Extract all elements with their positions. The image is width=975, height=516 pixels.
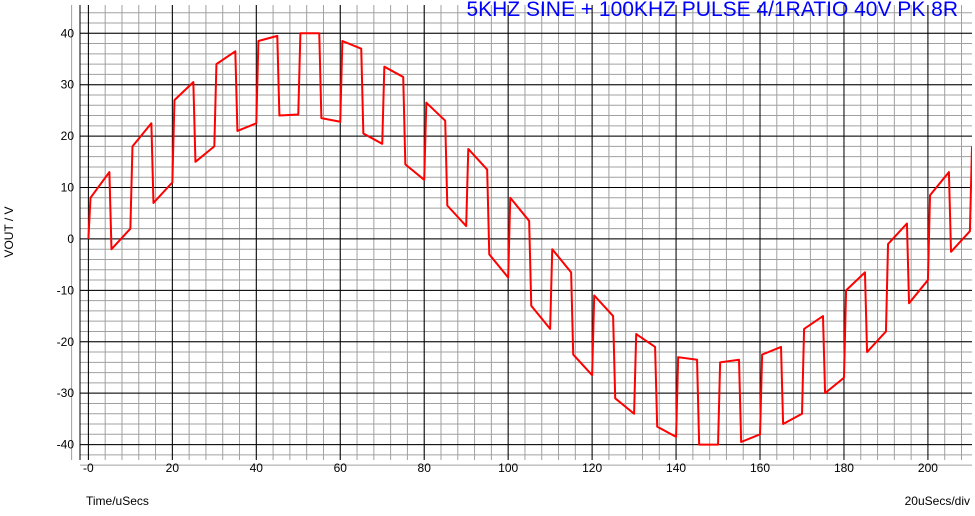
- x-axis-label: Time/uSecs: [86, 494, 149, 508]
- x-tick-label: 20: [166, 461, 180, 475]
- x-tick-label: 80: [418, 461, 432, 475]
- x-tick-label: -0: [83, 461, 94, 475]
- x-tick-label: 140: [666, 461, 686, 475]
- y-tick-label: -20: [57, 335, 75, 349]
- y-tick-label: -10: [57, 283, 75, 297]
- ticks: -0 20 40 60 80 100 120 140 160 180 200-40-30-20-10…: [57, 26, 939, 475]
- y-tick-label: 20: [61, 129, 75, 143]
- y-tick-label: 10: [61, 181, 75, 195]
- x-scale-label: 20uSecs/div: [905, 494, 970, 508]
- series-line: [87, 32, 972, 446]
- y-tick-label: 30: [61, 78, 75, 92]
- x-tick-label: 100: [498, 461, 518, 475]
- y-tick-label: -40: [57, 438, 75, 452]
- x-tick-label: 60: [334, 461, 348, 475]
- grid: [71, 5, 972, 466]
- y-tick-label: 40: [61, 26, 75, 40]
- x-tick-label: 40: [250, 461, 264, 475]
- x-tick-label: 200: [918, 461, 938, 475]
- x-tick-label: 160: [750, 461, 770, 475]
- y-tick-label: 0: [67, 232, 74, 246]
- y-tick-label: -30: [57, 386, 75, 400]
- plot-area: [87, 32, 972, 446]
- chart-title: 5KHZ SINE + 100KHZ PULSE 4/1RATIO 40V PK…: [466, 0, 958, 21]
- y-axis-label: VOUT / V: [2, 206, 16, 257]
- x-tick-label: 180: [834, 461, 854, 475]
- x-tick-label: 120: [582, 461, 602, 475]
